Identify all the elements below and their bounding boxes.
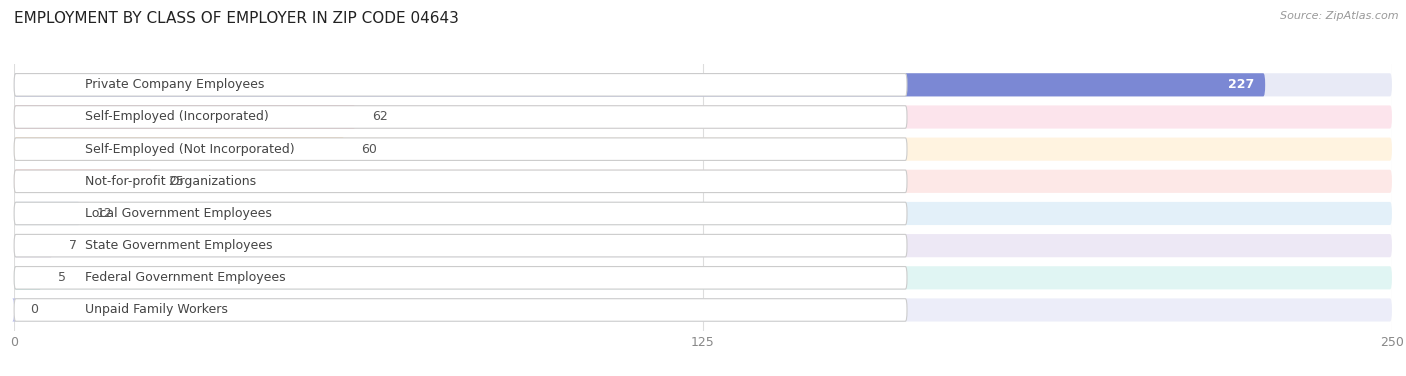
Text: Private Company Employees: Private Company Employees — [86, 78, 264, 91]
FancyBboxPatch shape — [14, 73, 1392, 96]
Text: 5: 5 — [58, 271, 66, 284]
FancyBboxPatch shape — [14, 299, 1392, 321]
FancyBboxPatch shape — [14, 299, 907, 321]
Text: Local Government Employees: Local Government Employees — [86, 207, 273, 220]
Text: Not-for-profit Organizations: Not-for-profit Organizations — [86, 175, 257, 188]
Text: 7: 7 — [69, 239, 77, 252]
Text: Unpaid Family Workers: Unpaid Family Workers — [86, 303, 228, 317]
FancyBboxPatch shape — [14, 138, 1392, 161]
Text: State Government Employees: State Government Employees — [86, 239, 273, 252]
FancyBboxPatch shape — [14, 74, 907, 96]
FancyBboxPatch shape — [14, 234, 907, 257]
FancyBboxPatch shape — [14, 234, 1392, 257]
FancyBboxPatch shape — [14, 105, 1392, 129]
FancyBboxPatch shape — [14, 73, 1265, 96]
FancyBboxPatch shape — [14, 202, 1392, 225]
FancyBboxPatch shape — [14, 105, 356, 129]
FancyBboxPatch shape — [14, 170, 907, 193]
Text: Federal Government Employees: Federal Government Employees — [86, 271, 285, 284]
Text: 12: 12 — [97, 207, 112, 220]
Text: Self-Employed (Incorporated): Self-Employed (Incorporated) — [86, 111, 269, 123]
FancyBboxPatch shape — [14, 138, 344, 161]
FancyBboxPatch shape — [14, 202, 80, 225]
Text: 25: 25 — [169, 175, 184, 188]
FancyBboxPatch shape — [14, 170, 152, 193]
FancyBboxPatch shape — [14, 202, 907, 225]
FancyBboxPatch shape — [14, 266, 42, 290]
Text: 227: 227 — [1227, 78, 1254, 91]
FancyBboxPatch shape — [14, 266, 1392, 290]
FancyBboxPatch shape — [13, 299, 15, 321]
Text: 62: 62 — [373, 111, 388, 123]
FancyBboxPatch shape — [14, 267, 907, 289]
Text: EMPLOYMENT BY CLASS OF EMPLOYER IN ZIP CODE 04643: EMPLOYMENT BY CLASS OF EMPLOYER IN ZIP C… — [14, 11, 458, 26]
FancyBboxPatch shape — [14, 234, 52, 257]
Text: 60: 60 — [361, 143, 377, 156]
Text: Source: ZipAtlas.com: Source: ZipAtlas.com — [1281, 11, 1399, 21]
FancyBboxPatch shape — [14, 138, 907, 161]
Text: 0: 0 — [31, 303, 38, 317]
Text: Self-Employed (Not Incorporated): Self-Employed (Not Incorporated) — [86, 143, 295, 156]
FancyBboxPatch shape — [14, 106, 907, 128]
FancyBboxPatch shape — [14, 170, 1392, 193]
